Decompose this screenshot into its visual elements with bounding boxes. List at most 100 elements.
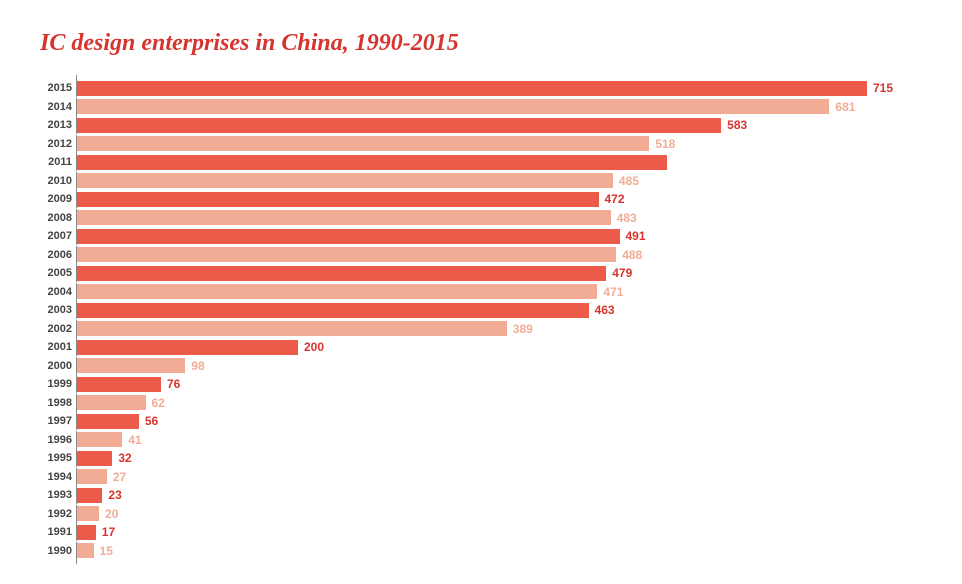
bar-area: 20: [77, 505, 922, 523]
bar: [77, 284, 597, 299]
year-label: 2010: [40, 175, 76, 187]
chart-title: IC design enterprises in China, 1990-201…: [40, 30, 922, 57]
value-label: 389: [513, 322, 533, 336]
bar-area: 583: [77, 116, 922, 134]
bar: [77, 525, 96, 540]
bar: [77, 247, 616, 262]
bar-area: 472: [77, 190, 922, 208]
value-label: 200: [304, 340, 324, 354]
value-label: 488: [622, 248, 642, 262]
bar: [77, 488, 102, 503]
bar-area: 17: [77, 523, 922, 541]
year-label: 2004: [40, 286, 76, 298]
year-label: 1999: [40, 378, 76, 390]
year-label: 2011: [40, 156, 76, 168]
value-label: 483: [617, 211, 637, 225]
bar: [77, 136, 649, 151]
bar-row: 2002 389: [40, 320, 922, 338]
bar-row: 199756: [40, 412, 922, 430]
bar-row: 2000 98: [40, 357, 922, 375]
bar-area: 471: [77, 283, 922, 301]
bar-row: 2008 483: [40, 209, 922, 227]
bar-row: 2005 479: [40, 264, 922, 282]
bar-area: [77, 153, 922, 171]
bar: [77, 266, 606, 281]
year-label: 1991: [40, 526, 76, 538]
bar: [77, 99, 829, 114]
year-label: 2002: [40, 323, 76, 335]
bar-area: 200: [77, 338, 922, 356]
value-label: 56: [145, 414, 158, 428]
bar-area: 56: [77, 412, 922, 430]
year-label: 1994: [40, 471, 76, 483]
year-label: 2008: [40, 212, 76, 224]
chart-container: IC design enterprises in China, 1990-201…: [0, 0, 962, 584]
bar-chart: 2015715201468120135832012518201120104852…: [40, 79, 922, 560]
bar-area: 27: [77, 468, 922, 486]
value-label: 583: [727, 118, 747, 132]
bar: [77, 451, 112, 466]
bar-area: 485: [77, 172, 922, 190]
year-label: 1992: [40, 508, 76, 520]
bar: [77, 395, 146, 410]
bar-row: 2009 472: [40, 190, 922, 208]
bar-area: 62: [77, 394, 922, 412]
value-label: 27: [113, 470, 126, 484]
bar: [77, 506, 99, 521]
bar-area: 518: [77, 135, 922, 153]
value-label: 471: [603, 285, 623, 299]
value-label: 479: [612, 266, 632, 280]
value-label: 98: [191, 359, 204, 373]
bar-area: 23: [77, 486, 922, 504]
bar-area: 98: [77, 357, 922, 375]
bar-area: 479: [77, 264, 922, 282]
bar-row: 199117: [40, 523, 922, 541]
bar-area: 32: [77, 449, 922, 467]
value-label: 41: [128, 433, 141, 447]
bar: [77, 543, 94, 558]
value-label: 715: [873, 81, 893, 95]
bar-row: 1992 20: [40, 505, 922, 523]
year-label: 2012: [40, 138, 76, 150]
year-label: 2009: [40, 193, 76, 205]
bar-row: 2010 485: [40, 172, 922, 190]
bar-row: 2015715: [40, 79, 922, 97]
value-label: 62: [152, 396, 165, 410]
bar: [77, 118, 721, 133]
value-label: 472: [605, 192, 625, 206]
value-label: 485: [619, 174, 639, 188]
year-label: 2000: [40, 360, 76, 372]
bar-row: 199532: [40, 449, 922, 467]
bar-area: 715: [77, 79, 922, 97]
value-label: 518: [655, 137, 675, 151]
value-label: 32: [118, 451, 131, 465]
bar-area: 76: [77, 375, 922, 393]
bar-row: 199976: [40, 375, 922, 393]
bar-row: 2014681: [40, 98, 922, 116]
bar: [77, 192, 599, 207]
bar-row: 199862: [40, 394, 922, 412]
bar: [77, 229, 620, 244]
bar-row: 199641: [40, 431, 922, 449]
year-label: 1993: [40, 489, 76, 501]
bar-row: 2013583: [40, 116, 922, 134]
bar: [77, 81, 867, 96]
value-label: 20: [105, 507, 118, 521]
bar-row: 2012 518: [40, 135, 922, 153]
bar: [77, 358, 185, 373]
year-label: 2006: [40, 249, 76, 261]
bar-row: 2003463: [40, 301, 922, 319]
bar: [77, 210, 611, 225]
bar: [77, 469, 107, 484]
bar-area: 483: [77, 209, 922, 227]
year-label: 2001: [40, 341, 76, 353]
bar-row: 2006 488: [40, 246, 922, 264]
bar: [77, 414, 139, 429]
bar-area: 681: [77, 98, 922, 116]
bar-area: 389: [77, 320, 922, 338]
year-label: 2005: [40, 267, 76, 279]
axis-cap-bottom: [40, 560, 922, 564]
bar-row: 2001 200: [40, 338, 922, 356]
bar: [77, 173, 613, 188]
bar-area: 488: [77, 246, 922, 264]
